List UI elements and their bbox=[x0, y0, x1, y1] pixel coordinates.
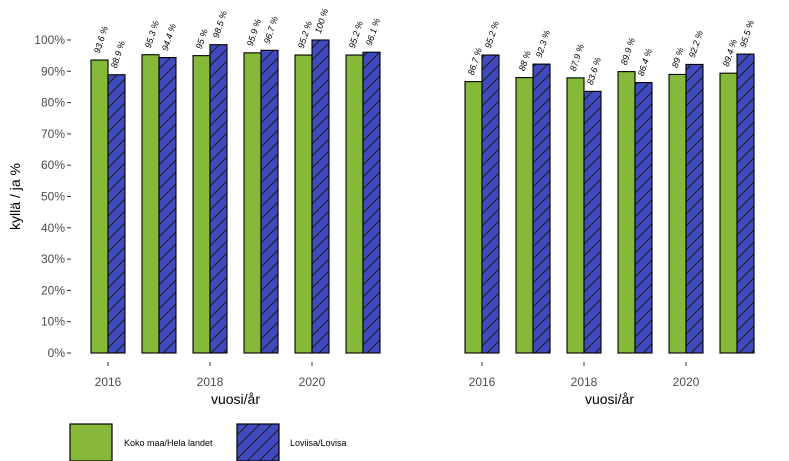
x-tick-label: 2018 bbox=[571, 375, 598, 389]
legend-label-koko-maa: Koko maa/Hela landet bbox=[124, 438, 213, 448]
y-tick-label: 80% bbox=[41, 96, 65, 110]
data-label-loviisa: 92.2 % bbox=[687, 29, 705, 59]
data-label-loviisa: 100 % bbox=[313, 7, 330, 34]
legend-label-loviisa: Loviisa/Lovisa bbox=[290, 438, 347, 448]
data-label-loviisa: 98.5 % bbox=[211, 10, 229, 40]
bar-loviisa bbox=[362, 51, 381, 354]
bar-koko-maa bbox=[617, 71, 636, 354]
bar-loviisa bbox=[158, 56, 177, 354]
x-axis-title: vuosi/år bbox=[211, 391, 260, 407]
data-label-koko-maa: 86.7 % bbox=[466, 46, 484, 76]
bar-loviisa bbox=[634, 82, 653, 354]
bar-koko-maa bbox=[243, 52, 262, 354]
panel-2: 86.7 % 88 % 87.9 % 89.9 % 89 % 89.4 % 95.2 % 92… bbox=[464, 19, 756, 407]
bar-koko-maa bbox=[294, 54, 313, 354]
x-tick-label: 2020 bbox=[299, 375, 326, 389]
bar-koko-maa bbox=[141, 54, 160, 354]
bar-koko-maa bbox=[515, 77, 534, 354]
y-tick-label: 0% bbox=[48, 346, 66, 360]
data-label-koko-maa: 95.9 % bbox=[245, 18, 263, 48]
bar-loviisa bbox=[209, 44, 228, 354]
data-label-koko-maa: 95.2 % bbox=[347, 20, 365, 50]
data-label-koko-maa: 95 % bbox=[194, 28, 210, 51]
y-tick-label: 40% bbox=[41, 221, 65, 235]
bar-loviisa bbox=[481, 54, 500, 354]
bar-koko-maa bbox=[345, 54, 364, 354]
bar-loviisa bbox=[685, 63, 704, 354]
y-tick-label: 10% bbox=[41, 315, 65, 329]
x-tick-label: 2020 bbox=[673, 375, 700, 389]
bar-loviisa bbox=[532, 63, 551, 354]
data-label-loviisa: 83.6 % bbox=[585, 56, 603, 86]
x-tick-label: 2016 bbox=[469, 375, 496, 389]
y-tick-label: 50% bbox=[41, 190, 65, 204]
x-axis-title: vuosi/år bbox=[585, 391, 634, 407]
legend-swatch-koko-maa bbox=[69, 423, 113, 461]
bar-koko-maa bbox=[566, 77, 585, 354]
data-label-koko-maa: 88 % bbox=[517, 50, 533, 73]
bar-loviisa bbox=[260, 49, 279, 354]
panel-1: 0% 10% 20% 30% 40% 50% 60% 70% 80% 90% 100% kyllä /… bbox=[7, 7, 382, 407]
data-label-koko-maa: 93.6 % bbox=[92, 25, 110, 55]
data-label-loviisa: 86.4 % bbox=[636, 47, 654, 77]
y-tick-label: 90% bbox=[41, 64, 65, 78]
data-label-loviisa: 88.9 % bbox=[109, 40, 127, 70]
x-tick-label: 2016 bbox=[95, 375, 122, 389]
data-label-koko-maa: 87.9 % bbox=[568, 43, 586, 73]
bar-loviisa bbox=[583, 90, 602, 354]
bar-koko-maa bbox=[464, 81, 483, 354]
data-label-loviisa: 95.2 % bbox=[483, 20, 501, 50]
bar-loviisa bbox=[736, 53, 755, 354]
data-label-koko-maa: 95.2 % bbox=[296, 20, 314, 50]
data-label-koko-maa: 89 % bbox=[670, 46, 686, 69]
chart-panels: 0% 10% 20% 30% 40% 50% 60% 70% 80% 90% 100% kyllä /… bbox=[7, 7, 756, 407]
y-axis-title: kyllä / ja % bbox=[7, 163, 23, 230]
y-tick-label: 30% bbox=[41, 252, 65, 266]
y-tick-label: 70% bbox=[41, 127, 65, 141]
data-label-loviisa: 92.3 % bbox=[534, 29, 552, 59]
y-tick-label: 100% bbox=[34, 33, 65, 47]
legend-swatch-loviisa bbox=[236, 423, 280, 461]
data-label-loviisa: 94.4 % bbox=[160, 22, 178, 52]
bar-koko-maa bbox=[192, 55, 211, 354]
legend: Koko maa/Hela landet Loviisa/Lovisa bbox=[69, 423, 347, 461]
data-label-koko-maa: 89.9 % bbox=[619, 36, 637, 66]
data-label-koko-maa: 95.3 % bbox=[143, 20, 161, 50]
data-label-loviisa: 96.7 % bbox=[262, 15, 280, 45]
bar-loviisa bbox=[311, 39, 330, 354]
bar-loviisa bbox=[107, 74, 126, 354]
bar-koko-maa bbox=[668, 73, 687, 354]
x-tick-label: 2018 bbox=[197, 375, 224, 389]
data-label-loviisa: 95.5 % bbox=[738, 19, 756, 49]
data-label-koko-maa: 89.4 % bbox=[721, 38, 739, 68]
data-label-loviisa: 96.1 % bbox=[364, 17, 382, 47]
y-tick-label: 20% bbox=[41, 283, 65, 297]
bar-koko-maa bbox=[90, 59, 109, 354]
bar-koko-maa bbox=[719, 72, 738, 354]
y-tick-label: 60% bbox=[41, 158, 65, 172]
